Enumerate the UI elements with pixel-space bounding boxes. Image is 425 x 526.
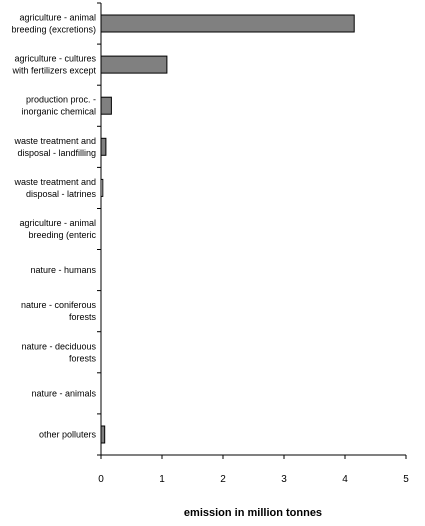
category-label: breeding (enteric — [28, 230, 96, 240]
category-label: other polluters — [39, 430, 97, 440]
category-label: waste treatment and — [13, 136, 96, 146]
x-tick-label: 1 — [159, 474, 165, 485]
bar — [100, 96, 112, 115]
category-label: nature - humans — [30, 265, 96, 275]
x-ticks-group: 0 1 2 3 4 5 — [98, 455, 409, 485]
category-label: waste treatment and — [13, 177, 96, 187]
x-tick-label: 3 — [281, 474, 287, 485]
category-label: inorganic chemical — [21, 107, 96, 117]
category-label: disposal - latrines — [26, 189, 97, 199]
x-axis-title: emission in million tonnes — [184, 507, 322, 519]
bar — [100, 14, 355, 33]
category-label: nature - deciduous — [21, 341, 96, 351]
category-label: agriculture - cultures — [14, 54, 96, 64]
category-labels-group: agriculture - animal breeding (excretions… — [11, 13, 96, 440]
category-label: agriculture - animal — [19, 13, 96, 23]
bar — [100, 55, 168, 74]
bar — [100, 137, 107, 156]
category-label: nature - animals — [31, 388, 96, 398]
category-label: with fertilizers except — [11, 66, 96, 76]
x-tick-label: 0 — [98, 474, 104, 485]
category-label: forests — [69, 312, 97, 322]
x-tick-label: 2 — [220, 474, 226, 485]
category-label: agriculture - animal — [19, 218, 96, 228]
category-label: forests — [69, 353, 97, 363]
category-label: production proc. - — [26, 95, 96, 105]
bar — [100, 425, 106, 444]
category-label: nature - coniferous — [21, 300, 97, 310]
x-tick-label: 5 — [403, 474, 409, 485]
x-tick-label: 4 — [342, 474, 348, 485]
category-label: disposal - landfilling — [17, 148, 96, 158]
category-label: breeding (excretions) — [11, 25, 96, 35]
bars-group — [100, 14, 355, 444]
axes-group — [97, 2, 406, 456]
